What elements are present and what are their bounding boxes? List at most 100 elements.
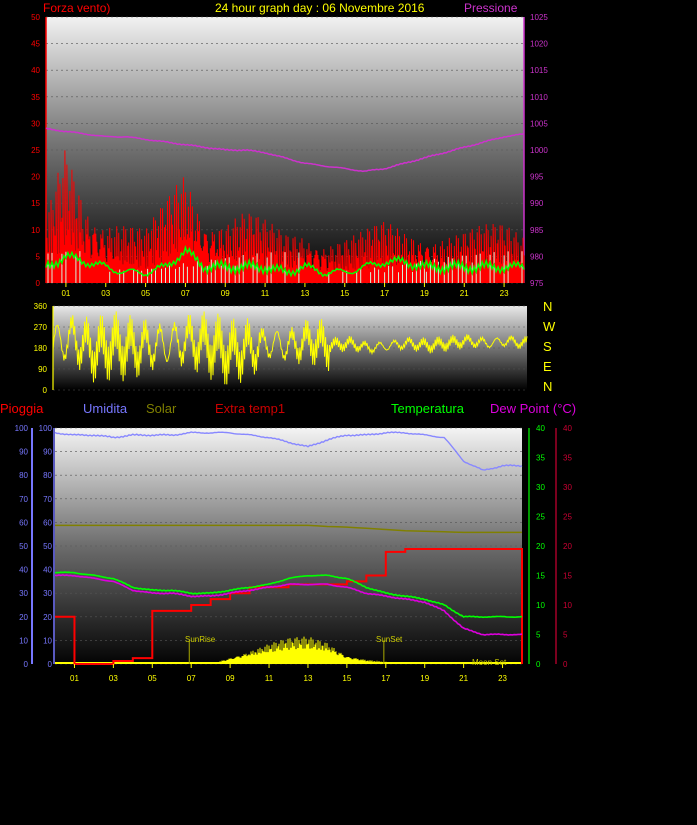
solar-label: Solar bbox=[146, 401, 177, 416]
humidity-y-tick-label: 40 bbox=[43, 566, 52, 575]
humidity-y-tick-label: 20 bbox=[43, 613, 52, 622]
temperature-y-tick-label: 10 bbox=[536, 601, 545, 610]
temperature-y-tick-label: 25 bbox=[536, 513, 545, 522]
wind-y-tick-label: 40 bbox=[31, 66, 40, 75]
wind-y-tick-label: 50 bbox=[31, 13, 40, 22]
moonset-annotation: Moon Set bbox=[472, 658, 507, 667]
wind-y-tick-label: 15 bbox=[31, 199, 40, 208]
dewpoint-series bbox=[54, 574, 523, 636]
pressure-y-tick-label: 1000 bbox=[530, 146, 548, 155]
dewpoint-y-tick-label: 30 bbox=[563, 483, 572, 492]
humidity-y-tick-label: 90 bbox=[43, 448, 52, 457]
dewpoint-y-tick-label: 10 bbox=[563, 601, 572, 610]
average-wind-series bbox=[45, 244, 525, 278]
pressure-y-tick-label: 1025 bbox=[530, 13, 548, 22]
humidity-y-tick-label: 50 bbox=[43, 542, 52, 551]
rain-y-tick-label: 60 bbox=[19, 518, 28, 527]
wind-y-tick-label: 5 bbox=[36, 252, 41, 261]
temperature-y-tick-label: 0 bbox=[536, 660, 541, 669]
hour-tick-label: 21 bbox=[460, 289, 469, 298]
temperature-y-tick-label: 30 bbox=[536, 483, 545, 492]
dewpoint-y-tick-label: 5 bbox=[563, 631, 568, 640]
lower-hour-tick-label: 09 bbox=[226, 674, 235, 683]
wind-y-tick-label: 10 bbox=[31, 226, 40, 235]
hour-tick-label: 15 bbox=[340, 289, 349, 298]
temperature-label: Temperatura bbox=[391, 401, 464, 416]
dewpoint-y-tick-label: 20 bbox=[563, 542, 572, 551]
wind-direction-series bbox=[52, 311, 528, 385]
direction-letter-e: E bbox=[543, 359, 552, 374]
hour-tick-label: 13 bbox=[300, 289, 309, 298]
lower-hour-tick-label: 15 bbox=[342, 674, 351, 683]
rain-y-tick-label: 70 bbox=[19, 495, 28, 504]
hour-tick-label: 01 bbox=[61, 289, 70, 298]
lower-hour-tick-label: 17 bbox=[381, 674, 390, 683]
direction-letter-w: W bbox=[543, 319, 556, 334]
humidity-series bbox=[54, 431, 523, 471]
rain-label: Pioggia bbox=[0, 401, 44, 416]
lower-hour-tick-label: 11 bbox=[265, 674, 274, 683]
lower-hour-tick-label: 19 bbox=[420, 674, 429, 683]
direction-y-tick-label: 0 bbox=[43, 386, 48, 395]
extra-temp-label: Extra temp1 bbox=[215, 401, 286, 416]
wind-y-tick-label: 30 bbox=[31, 119, 40, 128]
dewpoint-y-tick-label: 15 bbox=[563, 572, 572, 581]
hour-tick-label: 23 bbox=[500, 289, 509, 298]
humidity-y-tick-label: 80 bbox=[43, 471, 52, 480]
humidity-y-tick-label: 10 bbox=[43, 636, 52, 645]
pressure-y-tick-label: 980 bbox=[530, 252, 544, 261]
direction-y-tick-label: 360 bbox=[34, 302, 48, 311]
lower-hour-tick-label: 07 bbox=[187, 674, 196, 683]
pressure-y-tick-label: 995 bbox=[530, 173, 544, 182]
wind-y-tick-label: 25 bbox=[31, 146, 40, 155]
temperature-y-tick-label: 20 bbox=[536, 542, 545, 551]
pressure-y-tick-label: 990 bbox=[530, 199, 544, 208]
rain-y-tick-label: 80 bbox=[19, 471, 28, 480]
pressure-y-tick-label: 985 bbox=[530, 226, 544, 235]
temperature-y-tick-label: 15 bbox=[536, 572, 545, 581]
temperature-y-tick-label: 5 bbox=[536, 631, 541, 640]
humidity-y-tick-label: 70 bbox=[43, 495, 52, 504]
pressure-y-tick-label: 1005 bbox=[530, 119, 548, 128]
hour-tick-label: 17 bbox=[380, 289, 389, 298]
dewpoint-y-tick-label: 0 bbox=[563, 660, 568, 669]
rain-y-tick-label: 30 bbox=[19, 589, 28, 598]
humidity-y-tick-label: 0 bbox=[48, 660, 53, 669]
hour-tick-label: 11 bbox=[261, 289, 270, 298]
lower-hour-tick-label: 23 bbox=[498, 674, 507, 683]
wind-y-tick-label: 35 bbox=[31, 93, 40, 102]
humidity-y-tick-label: 60 bbox=[43, 518, 52, 527]
rain-y-tick-label: 100 bbox=[15, 424, 29, 433]
temperature-y-tick-label: 40 bbox=[536, 424, 545, 433]
rain-y-tick-label: 40 bbox=[19, 566, 28, 575]
pressure-y-tick-label: 975 bbox=[530, 279, 544, 288]
direction-y-tick-label: 180 bbox=[34, 344, 48, 353]
wind-y-tick-label: 0 bbox=[36, 279, 41, 288]
lower-hour-tick-label: 21 bbox=[459, 674, 468, 683]
wind-y-tick-label: 20 bbox=[31, 173, 40, 182]
dewpoint-y-tick-label: 40 bbox=[563, 424, 572, 433]
solar-reference-series bbox=[55, 524, 522, 534]
humidity-y-tick-label: 30 bbox=[43, 589, 52, 598]
dewpoint-y-tick-label: 35 bbox=[563, 454, 572, 463]
hour-tick-label: 03 bbox=[101, 289, 110, 298]
direction-y-tick-label: 270 bbox=[34, 323, 48, 332]
wind-speed-label: Forza vento) bbox=[43, 1, 111, 15]
hour-tick-label: 09 bbox=[221, 289, 230, 298]
rain-y-tick-label: 50 bbox=[19, 542, 28, 551]
hour-tick-label: 05 bbox=[141, 289, 150, 298]
wind-y-tick-label: 45 bbox=[31, 40, 40, 49]
direction-letter-s: S bbox=[543, 339, 552, 354]
lower-hour-tick-label: 13 bbox=[304, 674, 313, 683]
sunrise-annotation: SunRise bbox=[185, 635, 216, 644]
direction-letter-n2: N bbox=[543, 379, 553, 394]
rain-y-tick-label: 10 bbox=[19, 636, 28, 645]
hour-tick-label: 19 bbox=[420, 289, 429, 298]
direction-y-tick-label: 90 bbox=[38, 365, 47, 374]
direction-letter-n1: N bbox=[543, 299, 553, 314]
pressure-label: Pressione bbox=[464, 1, 518, 15]
lower-hour-tick-label: 05 bbox=[148, 674, 157, 683]
pressure-y-tick-label: 1020 bbox=[530, 40, 548, 49]
pressure-y-tick-label: 1010 bbox=[530, 93, 548, 102]
